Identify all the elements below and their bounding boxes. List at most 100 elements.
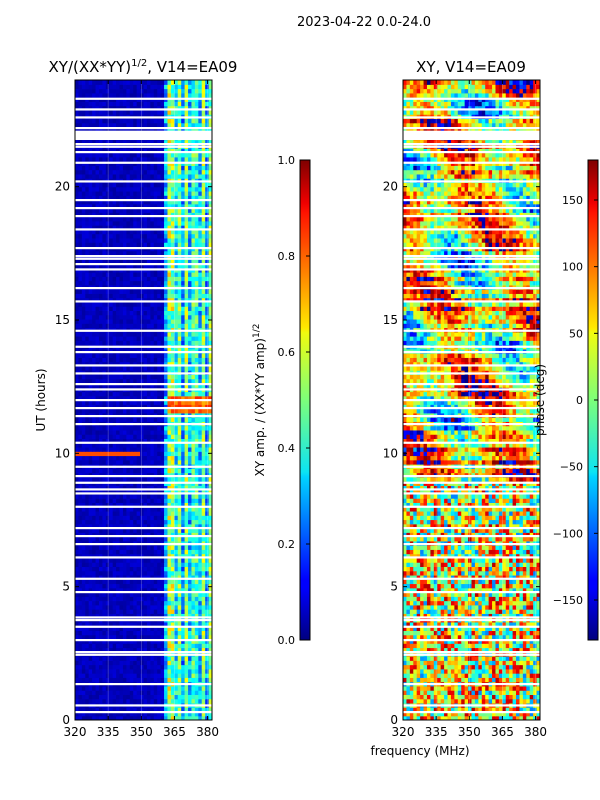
heatmap-cell (81, 694, 86, 700)
heatmap-cell (153, 664, 158, 670)
heatmap-cell (140, 323, 145, 329)
heatmap-cell (194, 434, 199, 439)
heatmap-cell (105, 272, 110, 277)
heatmap-cell (92, 301, 97, 307)
heatmap-cell (109, 476, 114, 482)
heatmap-cell (184, 318, 189, 324)
heatmap-cell (170, 186, 175, 192)
heatmap-cell (105, 442, 110, 448)
heatmap-cell (150, 493, 155, 499)
heatmap-cell (198, 250, 203, 256)
heatmap-cell (126, 545, 131, 550)
heatmap-cell (105, 336, 110, 341)
heatmap-cell (198, 528, 203, 533)
heatmap-cell (136, 391, 141, 397)
heatmap-cell (174, 707, 179, 713)
heatmap-cell (194, 510, 199, 516)
heatmap-cell (129, 587, 134, 593)
heatmap-cell (184, 647, 189, 653)
heatmap-cell (133, 698, 138, 704)
heatmap-cell (95, 446, 100, 452)
heatmap-cell (205, 336, 210, 341)
heatmap-cell (150, 361, 155, 367)
heatmap-cell (184, 314, 189, 320)
heatmap-cell (205, 523, 210, 529)
heatmap-cell (174, 336, 179, 341)
heatmap-cell (194, 417, 199, 422)
heatmap-cell (75, 609, 80, 614)
heatmap-cell (98, 485, 103, 491)
heatmap-cell (170, 336, 175, 341)
heatmap-cell (201, 357, 206, 363)
heatmap-cell (157, 446, 162, 452)
heatmap-cell (78, 587, 83, 593)
heatmap-cell (133, 212, 138, 218)
heatmap-cell (88, 220, 93, 226)
heatmap-cell (167, 707, 172, 713)
heatmap-cell (181, 673, 186, 678)
heatmap-cell (88, 293, 93, 299)
heatmap-cell (174, 425, 179, 431)
heatmap-cell (205, 519, 210, 525)
heatmap-cell (157, 289, 162, 294)
heatmap-cell (126, 476, 131, 482)
heatmap-cell (153, 301, 158, 307)
heatmap-cell (112, 361, 117, 367)
heatmap-cell (75, 493, 80, 499)
heatmap-cell (188, 263, 193, 269)
heatmap-cell (201, 314, 206, 320)
heatmap-cell (98, 545, 103, 550)
heatmap-cell (201, 442, 206, 448)
heatmap-cell (78, 395, 83, 401)
heatmap-cell (136, 664, 141, 670)
heatmap-cell (133, 404, 138, 410)
heatmap-cell (109, 289, 114, 294)
heatmap-cell (109, 485, 114, 491)
heatmap-cell (98, 643, 103, 649)
heatmap-cell (122, 365, 127, 371)
heatmap-cell (191, 502, 196, 508)
heatmap-cell (150, 314, 155, 320)
heatmap-cell (85, 626, 90, 631)
heatmap-cell (129, 690, 134, 695)
heatmap-cell (98, 455, 103, 461)
heatmap-cell (153, 638, 158, 644)
heatmap-cell (153, 391, 158, 397)
heatmap-cell (164, 276, 169, 282)
heatmap-cell (184, 417, 189, 422)
heatmap-cell (160, 391, 165, 397)
heatmap-cell (150, 510, 155, 516)
heatmap-cell (184, 609, 189, 614)
heatmap-cell (157, 519, 162, 525)
heatmap-cell (194, 498, 199, 503)
heatmap-cell (78, 643, 83, 649)
heatmap-cell (119, 656, 124, 661)
heatmap-cell (88, 579, 93, 585)
heatmap-cell (136, 289, 141, 294)
heatmap-cell (116, 404, 121, 410)
heatmap-cell (208, 523, 212, 529)
heatmap-cell (98, 532, 103, 538)
heatmap-cell (129, 600, 134, 606)
heatmap-cell (205, 361, 210, 367)
heatmap-cell (133, 190, 138, 196)
heatmap-cell (105, 365, 110, 371)
heatmap-cell (88, 208, 93, 213)
heatmap-cell (167, 536, 172, 542)
heatmap-cell (98, 566, 103, 572)
heatmap-cell (194, 600, 199, 606)
heatmap-cell (201, 545, 206, 550)
heatmap-cell (133, 216, 138, 222)
heatmap-cell (191, 609, 196, 614)
heatmap-cell (75, 280, 80, 286)
heatmap-cell (153, 212, 158, 218)
heatmap-cell (140, 532, 145, 538)
heatmap-cell (88, 301, 93, 307)
heatmap-cell (191, 668, 196, 674)
heatmap-cell (201, 549, 206, 555)
heatmap-cell (133, 519, 138, 525)
heatmap-cell (126, 549, 131, 555)
heatmap-cell (150, 259, 155, 265)
heatmap-cell (164, 510, 169, 516)
heatmap-cell (198, 323, 203, 329)
